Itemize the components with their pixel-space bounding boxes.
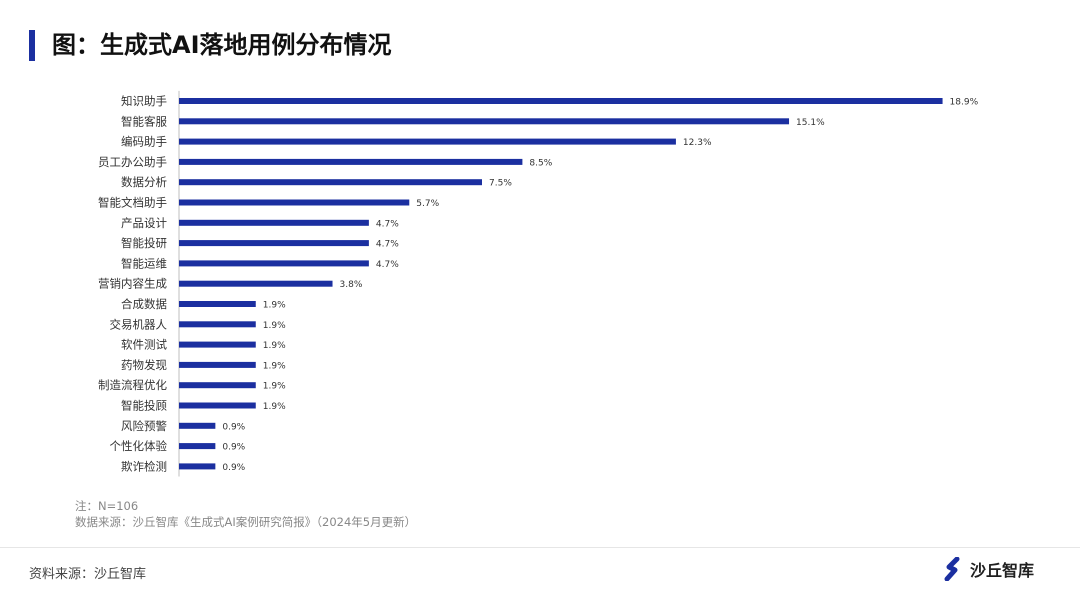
- bar: [179, 260, 369, 267]
- brand-s-icon: [944, 557, 960, 581]
- value-label: 8.5%: [529, 158, 552, 168]
- category-label: 智能文档助手: [98, 196, 167, 210]
- bar: [179, 158, 523, 165]
- bar: [179, 422, 216, 429]
- category-label: 员工办公助手: [98, 155, 167, 169]
- value-label: 1.9%: [263, 341, 286, 351]
- bar: [179, 179, 482, 186]
- value-label: 1.9%: [263, 402, 286, 412]
- value-label: 1.9%: [263, 361, 286, 371]
- brand-logo: 沙丘智库: [942, 557, 1034, 581]
- category-label: 个性化体验: [110, 439, 168, 453]
- value-label: 0.9%: [222, 463, 245, 473]
- bar: [179, 138, 676, 145]
- sample-size-note: 注：N=106: [75, 499, 139, 513]
- category-label: 欺诈检测: [121, 459, 167, 473]
- footer-divider: [0, 547, 1080, 548]
- category-label: 知识助手: [121, 94, 167, 108]
- bar: [179, 341, 256, 348]
- bar: [179, 402, 256, 409]
- category-label: 编码助手: [121, 135, 167, 149]
- category-label: 智能投研: [121, 236, 167, 250]
- bar: [179, 301, 256, 307]
- bar: [179, 240, 369, 247]
- bar: [179, 219, 369, 226]
- category-label: 制造流程优化: [98, 378, 167, 392]
- value-label: 12.3%: [683, 138, 712, 148]
- page-title: 图：生成式AI落地用例分布情况: [52, 31, 392, 59]
- category-label: 数据分析: [121, 175, 167, 189]
- category-label: 软件测试: [121, 338, 167, 352]
- value-label: 4.7%: [376, 260, 399, 270]
- category-label: 营销内容生成: [98, 277, 167, 291]
- brand-logo-text: 沙丘智库: [969, 561, 1034, 580]
- category-label: 交易机器人: [110, 317, 168, 331]
- value-label: 1.9%: [263, 382, 286, 392]
- category-label: 药物发现: [121, 358, 167, 372]
- bar: [179, 361, 256, 368]
- bar: [179, 118, 790, 125]
- title-accent-bar: [29, 30, 35, 61]
- category-label: 智能客服: [121, 114, 167, 128]
- value-label: 1.9%: [263, 321, 286, 331]
- bar: [179, 463, 216, 470]
- value-label: 1.9%: [263, 301, 286, 311]
- value-label: 15.1%: [796, 118, 825, 128]
- chart-notes: 注：N=106 数据来源：沙丘智库《生成式AI案例研究简报》（2024年5月更新…: [75, 498, 416, 530]
- category-label: 合成数据: [121, 297, 167, 311]
- bar: [179, 98, 943, 104]
- value-label: 0.9%: [222, 422, 245, 432]
- bar: [179, 321, 256, 328]
- data-source-note: 数据来源：沙丘智库《生成式AI案例研究简报》（2024年5月更新）: [75, 515, 417, 529]
- value-label: 7.5%: [489, 179, 512, 189]
- value-label: 4.7%: [376, 219, 399, 229]
- bar: [179, 280, 333, 287]
- value-label: 0.9%: [222, 443, 245, 453]
- value-label: 18.9%: [950, 98, 979, 108]
- value-label: 3.8%: [340, 280, 363, 290]
- category-label: 智能投顾: [121, 399, 167, 413]
- bar: [179, 443, 216, 450]
- bar: [179, 382, 256, 389]
- category-label: 智能运维: [121, 256, 167, 270]
- category-label: 风险预警: [121, 419, 167, 433]
- bar-chart: 知识助手 18.9% 智能客服 15.1% 编码助手 12.3% 员工办公助手 8.5% 数据分…: [98, 90, 979, 477]
- value-label: 4.7%: [376, 240, 399, 250]
- category-label: 产品设计: [121, 216, 167, 230]
- footer-source: 资料来源：沙丘智库: [29, 567, 147, 582]
- value-label: 5.7%: [416, 199, 439, 209]
- bar: [179, 199, 410, 206]
